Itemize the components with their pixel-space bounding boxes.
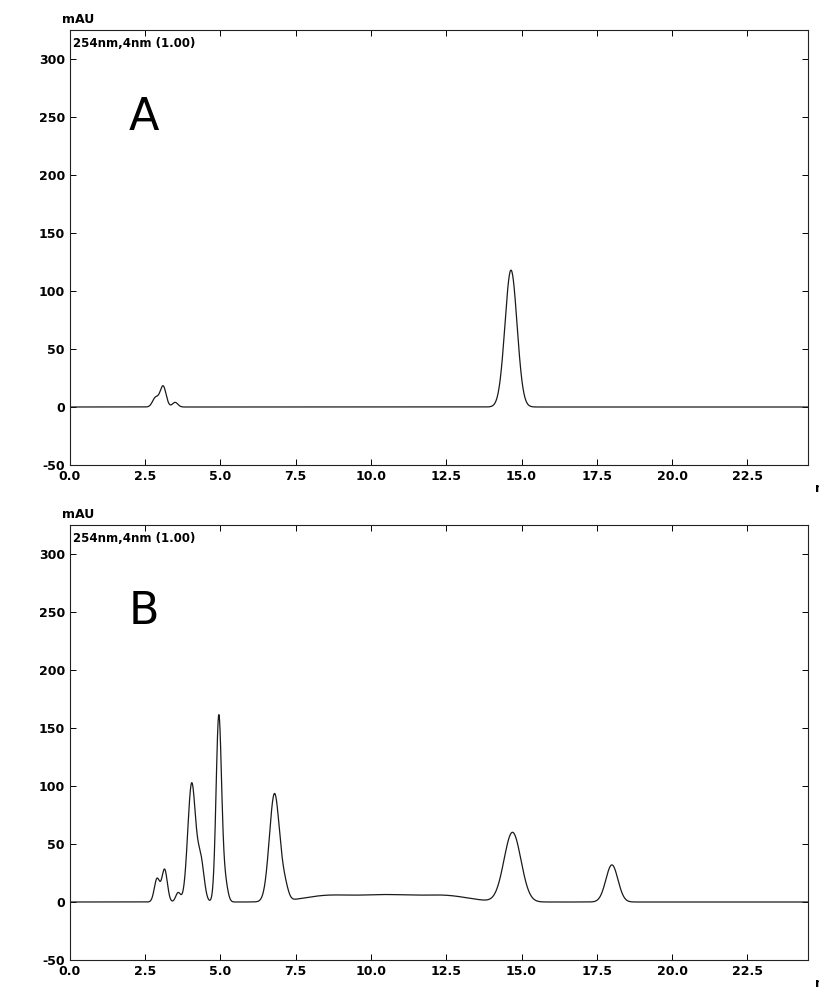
Text: 254nm,4nm (1.00): 254nm,4nm (1.00) xyxy=(74,532,196,545)
Text: min: min xyxy=(814,977,819,990)
Text: B: B xyxy=(128,590,159,634)
Text: min: min xyxy=(814,482,819,495)
Text: 254nm,4nm (1.00): 254nm,4nm (1.00) xyxy=(74,37,196,50)
Text: mAU: mAU xyxy=(62,13,94,26)
Text: A: A xyxy=(128,96,159,138)
Text: mAU: mAU xyxy=(62,508,94,521)
